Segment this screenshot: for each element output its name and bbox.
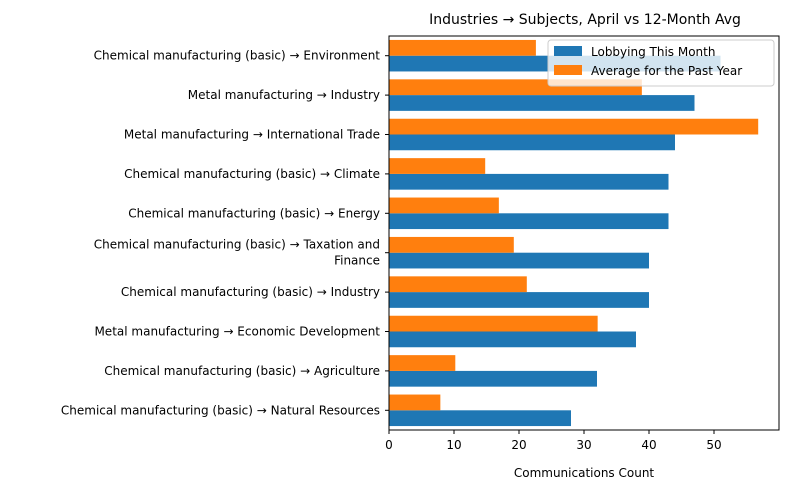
y-tick-label: Metal manufacturing → International Trad…: [124, 128, 380, 142]
y-tick-label: Metal manufacturing → Industry: [188, 88, 380, 102]
x-tick-label: 10: [446, 438, 461, 452]
y-tick-label: Chemical manufacturing (basic) → Natural…: [61, 403, 380, 417]
legend-swatch: [554, 65, 582, 75]
legend-label: Lobbying This Month: [591, 45, 715, 59]
bar-past-year-average: [389, 394, 441, 411]
bar-this-month: [389, 370, 597, 387]
bars-group: [389, 39, 759, 427]
bar-past-year-average: [389, 197, 499, 214]
legend: Lobbying This Month Average for the Past …: [547, 39, 775, 87]
bar-this-month: [389, 331, 636, 348]
x-axis: 0 10 20 30 40 50: [385, 430, 722, 452]
y-tick-label: Chemical manufacturing (basic) → Taxatio…: [94, 238, 380, 268]
legend-box: [547, 39, 775, 87]
x-axis-title: Communications Count: [514, 466, 655, 480]
bar-this-month: [389, 213, 669, 230]
bar-past-year-average: [389, 39, 536, 56]
bar-this-month: [389, 134, 675, 151]
bar-past-year-average: [389, 236, 514, 253]
bar-past-year-average: [389, 355, 456, 371]
chart-title: Industries → Subjects, April vs 12-Month…: [429, 12, 741, 28]
y-tick-label: Chemical manufacturing (basic) → Climate: [124, 167, 380, 181]
x-tick-label: 30: [576, 438, 591, 452]
x-tick-label: 50: [706, 438, 721, 452]
bar-this-month: [389, 173, 669, 190]
bar-past-year-average: [389, 158, 486, 174]
bar-past-year-average: [389, 276, 527, 293]
y-tick-label: Chemical manufacturing (basic) → Energy: [128, 206, 380, 220]
y-tick-label: Metal manufacturing → Economic Developme…: [94, 325, 380, 339]
y-tick-label: Chemical manufacturing (basic) → Agricul…: [104, 364, 380, 378]
x-tick-label: 40: [641, 438, 656, 452]
bar-this-month: [389, 252, 649, 269]
x-tick-label: 0: [385, 438, 393, 452]
y-axis: Chemical manufacturing (basic) → Environ…: [61, 49, 389, 417]
legend-label: Average for the Past Year: [591, 64, 742, 78]
bar-this-month: [389, 292, 649, 308]
y-tick-label: Chemical manufacturing (basic) → Industr…: [121, 285, 380, 299]
y-tick-label: Chemical manufacturing (basic) → Environ…: [94, 49, 381, 63]
bar-this-month: [389, 410, 571, 427]
bar-past-year-average: [389, 118, 759, 135]
bar-past-year-average: [389, 315, 598, 332]
legend-swatch: [554, 46, 582, 56]
x-tick-label: 20: [511, 438, 526, 452]
bar-this-month: [389, 95, 695, 111]
